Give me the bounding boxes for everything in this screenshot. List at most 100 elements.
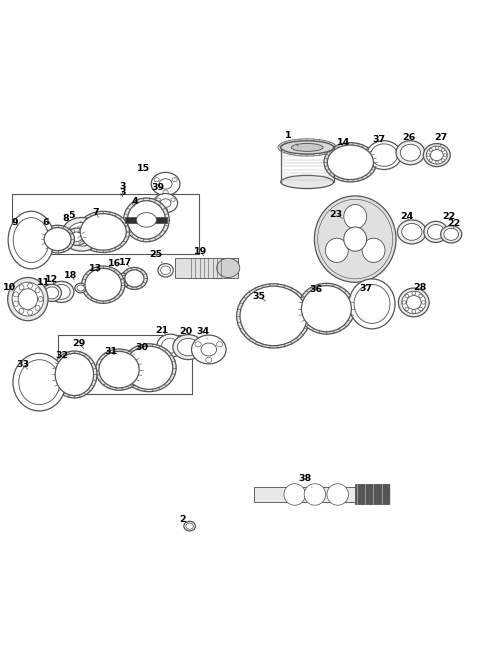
Ellipse shape	[435, 146, 438, 149]
Ellipse shape	[163, 190, 168, 194]
Text: 22: 22	[447, 219, 460, 229]
Ellipse shape	[163, 208, 168, 212]
Ellipse shape	[444, 229, 458, 240]
Ellipse shape	[281, 141, 334, 154]
Ellipse shape	[178, 339, 199, 356]
Ellipse shape	[400, 145, 420, 161]
Ellipse shape	[155, 365, 161, 371]
Ellipse shape	[13, 301, 18, 307]
Ellipse shape	[159, 179, 172, 189]
Ellipse shape	[154, 193, 178, 213]
Ellipse shape	[99, 352, 139, 388]
Text: 36: 36	[309, 285, 323, 294]
Ellipse shape	[281, 175, 334, 189]
Text: 29: 29	[72, 339, 86, 348]
Text: 3: 3	[119, 182, 126, 191]
Ellipse shape	[344, 227, 367, 251]
Ellipse shape	[371, 144, 397, 167]
Ellipse shape	[125, 346, 173, 389]
Ellipse shape	[201, 343, 216, 356]
Ellipse shape	[441, 159, 444, 161]
Ellipse shape	[367, 141, 401, 169]
Text: 13: 13	[88, 264, 102, 273]
Ellipse shape	[354, 284, 390, 324]
Ellipse shape	[291, 143, 323, 152]
Ellipse shape	[284, 484, 305, 505]
Text: 30: 30	[135, 342, 148, 352]
Ellipse shape	[301, 286, 351, 332]
Ellipse shape	[304, 484, 325, 505]
Ellipse shape	[52, 351, 97, 398]
Ellipse shape	[109, 283, 112, 286]
Ellipse shape	[129, 273, 140, 283]
Ellipse shape	[91, 222, 116, 242]
Ellipse shape	[18, 289, 37, 309]
Text: 20: 20	[180, 327, 193, 336]
Ellipse shape	[186, 523, 193, 529]
Ellipse shape	[240, 286, 307, 346]
Ellipse shape	[157, 334, 184, 357]
Ellipse shape	[161, 266, 170, 275]
Ellipse shape	[136, 213, 156, 227]
Ellipse shape	[71, 232, 83, 242]
Ellipse shape	[402, 301, 406, 304]
Ellipse shape	[428, 225, 444, 240]
Ellipse shape	[435, 161, 438, 164]
Ellipse shape	[397, 220, 426, 244]
Ellipse shape	[278, 139, 336, 156]
Ellipse shape	[396, 141, 425, 165]
Ellipse shape	[98, 280, 108, 290]
Bar	[355, 484, 389, 505]
Ellipse shape	[68, 223, 96, 246]
Ellipse shape	[312, 296, 340, 322]
Ellipse shape	[53, 284, 70, 299]
Text: 26: 26	[402, 133, 416, 142]
Ellipse shape	[184, 521, 195, 531]
Ellipse shape	[441, 226, 462, 243]
Text: 28: 28	[413, 283, 427, 292]
Ellipse shape	[426, 146, 447, 164]
Ellipse shape	[106, 279, 109, 281]
Ellipse shape	[121, 268, 147, 290]
Ellipse shape	[49, 281, 74, 303]
Ellipse shape	[136, 356, 162, 380]
Ellipse shape	[125, 270, 144, 287]
Ellipse shape	[77, 212, 130, 253]
Ellipse shape	[405, 294, 409, 298]
Ellipse shape	[429, 159, 432, 161]
Ellipse shape	[192, 335, 226, 364]
Ellipse shape	[44, 228, 71, 251]
Ellipse shape	[13, 292, 18, 297]
Ellipse shape	[19, 359, 60, 405]
Text: 38: 38	[298, 474, 312, 488]
Ellipse shape	[171, 198, 175, 201]
Text: 9: 9	[11, 218, 18, 227]
Ellipse shape	[327, 145, 373, 180]
Ellipse shape	[156, 198, 160, 201]
Ellipse shape	[35, 305, 40, 311]
Ellipse shape	[119, 275, 129, 284]
Text: 37: 37	[359, 284, 372, 292]
Ellipse shape	[121, 344, 176, 392]
Ellipse shape	[255, 299, 292, 332]
Text: 10: 10	[3, 283, 16, 292]
Text: 1: 1	[285, 132, 298, 146]
Text: 34: 34	[196, 327, 209, 339]
Ellipse shape	[123, 198, 169, 242]
Ellipse shape	[50, 233, 65, 245]
Ellipse shape	[237, 284, 311, 348]
Ellipse shape	[95, 277, 112, 292]
Ellipse shape	[154, 178, 159, 182]
Text: 23: 23	[329, 210, 343, 219]
Ellipse shape	[116, 273, 132, 286]
Text: 19: 19	[194, 247, 207, 256]
Ellipse shape	[423, 144, 450, 167]
Ellipse shape	[216, 342, 223, 347]
Ellipse shape	[19, 309, 24, 314]
Ellipse shape	[96, 349, 143, 390]
Text: 25: 25	[149, 250, 163, 263]
Text: 14: 14	[336, 137, 350, 146]
Ellipse shape	[427, 154, 430, 156]
Ellipse shape	[429, 148, 432, 151]
Text: 5: 5	[69, 211, 75, 219]
